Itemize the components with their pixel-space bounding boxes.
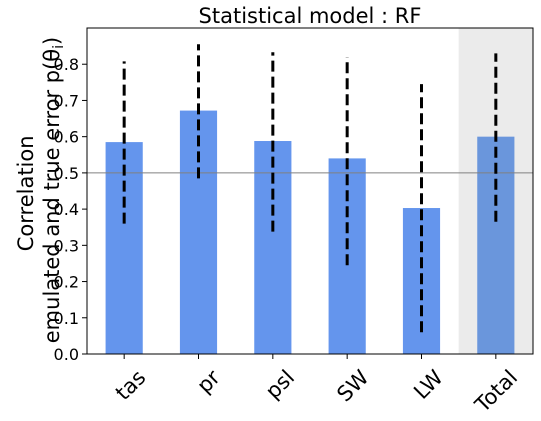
y-tick-label: 0.0 — [54, 345, 79, 364]
y-axis-label-close: ) — [40, 37, 64, 45]
y-tick-label: 0.8 — [54, 55, 79, 74]
x-tick-label-tas: tas — [111, 365, 151, 405]
chart-title: Statistical model : RF — [199, 4, 422, 28]
bar-tas — [105, 142, 143, 354]
bar-pr — [179, 110, 218, 354]
y-axis-label-line2: emulated and true error p(θi) — [40, 37, 67, 343]
y-axis-label-line1: Correlation — [14, 135, 38, 251]
y-tick-label: 0.6 — [54, 128, 79, 147]
y-tick-label: 0.3 — [54, 236, 79, 255]
x-tick-label-sw: SW — [332, 365, 373, 406]
y-tick-label: 0.7 — [54, 91, 79, 110]
y-axis-label-subscript: i — [51, 45, 67, 49]
y-tick-label: 0.5 — [54, 164, 79, 183]
x-tick-label-lw: LW — [409, 365, 448, 404]
y-axis-label-text: emulated and true error p(θ — [40, 49, 64, 343]
x-tick-label-pr: pr — [192, 365, 225, 398]
plot-frame — [86, 27, 534, 355]
x-tick-label-total: Total — [470, 365, 522, 417]
y-axis-label: Correlation emulated and true error p(θi… — [14, 37, 67, 343]
y-tick-label: 0.2 — [54, 273, 79, 292]
y-tick-label: 0.1 — [54, 309, 79, 328]
y-tick-label: 0.4 — [54, 200, 79, 219]
x-tick-label-psl: psl — [261, 365, 299, 403]
